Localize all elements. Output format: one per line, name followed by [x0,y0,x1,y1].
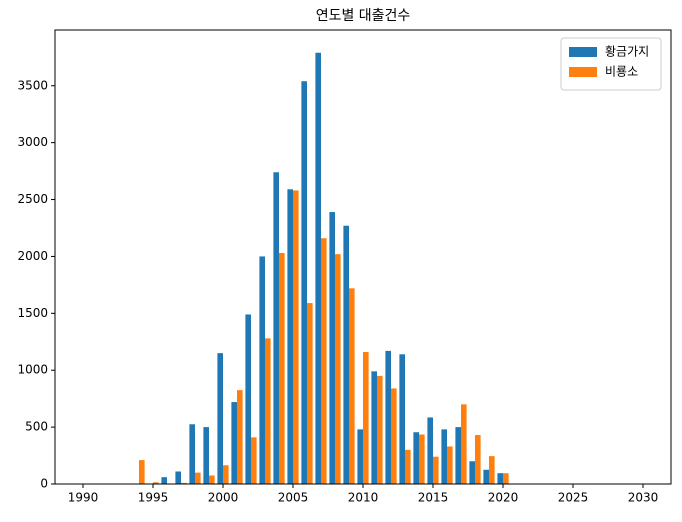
bar [287,189,293,484]
bar [427,417,433,484]
legend-swatch [569,47,597,57]
bar [273,172,279,484]
bar [343,225,349,484]
bar [489,456,495,484]
bar [293,190,299,484]
y-tick-label: 2500 [17,192,48,206]
bar [181,482,187,484]
bar [209,475,215,484]
bar [251,437,257,484]
bar [161,477,167,484]
x-tick-label: 1995 [138,491,169,505]
bar [203,427,209,484]
bar [419,434,425,484]
legend-swatch [569,67,597,77]
bar [335,254,341,484]
bar [503,473,509,484]
y-tick-label: 0 [40,477,48,491]
x-tick-label: 2020 [488,491,519,505]
bar [483,469,489,484]
y-tick-label: 2000 [17,249,48,263]
bar [265,338,271,484]
bar [139,460,145,484]
bar [279,253,285,484]
bar [217,353,223,484]
y-tick-label: 500 [25,420,48,434]
bar [245,314,251,484]
bar [475,435,481,484]
chart-title: 연도별 대출건수 [316,8,411,24]
x-tick-label: 2030 [628,491,659,505]
bar [447,446,453,484]
bar [321,238,327,484]
y-tick-label: 1500 [17,306,48,320]
bar [405,449,411,484]
bar [371,371,377,484]
bar [399,354,405,484]
bar [357,429,363,484]
bar [363,352,369,484]
bar [231,402,237,484]
bar [441,429,447,484]
y-tick-label: 3500 [17,78,48,92]
bar [307,303,313,484]
x-tick-label: 2000 [208,491,239,505]
bar [377,375,383,484]
bar [329,212,335,484]
bar [315,52,321,484]
bar [413,432,419,484]
bar [461,404,467,484]
bar [349,288,355,484]
bar [195,472,201,484]
bar [223,465,229,484]
bar [391,388,397,484]
legend-label: 비룡소 [605,65,638,79]
bar [153,482,159,484]
bar [301,81,307,485]
bar [175,471,181,484]
x-tick-label: 1990 [68,491,99,505]
bar [433,456,439,484]
x-tick-label: 2015 [418,491,449,505]
x-tick-label: 2010 [348,491,379,505]
bar [189,424,195,484]
x-tick-label: 2025 [558,491,589,505]
bar [455,427,461,484]
bar [259,256,265,484]
bar [469,461,475,484]
bar [385,350,391,484]
x-tick-label: 2005 [278,491,309,505]
bar [237,390,243,484]
y-tick-label: 1000 [17,363,48,377]
bar [497,473,503,484]
legend-label: 황금가지 [605,45,649,59]
y-tick-label: 3000 [17,135,48,149]
